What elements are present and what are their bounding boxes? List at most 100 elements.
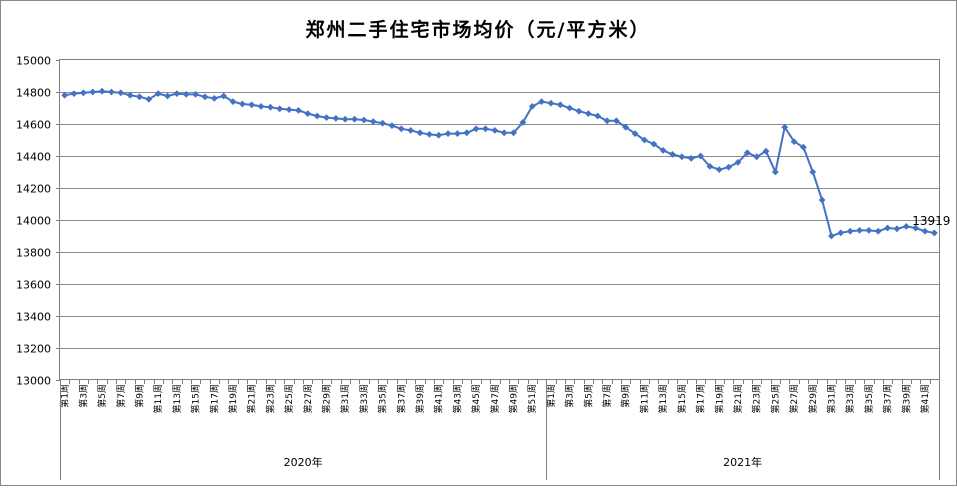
data-point [930,229,938,237]
data-point [248,101,256,109]
chart-title: 郑州二手住宅市场均价（元/平方米） [306,18,651,41]
data-point [491,127,499,134]
data-point [725,163,733,171]
data-point [771,168,779,176]
data-point [603,117,611,125]
x-tick-label: 第13周 [657,384,669,413]
x-tick-label: 第7周 [115,384,127,408]
data-point [856,227,863,234]
x-tick-label: 第9周 [620,384,632,408]
data-point [715,166,723,173]
x-axis: 第1周 第3周 第5周 第7周 第9周 第11周 第13周 第15周 第17周 第19周 第21周第… [59,380,940,480]
data-point [136,93,143,101]
data-point [884,224,891,232]
x-tick-label: 第39周 [414,384,426,413]
data-point [781,123,789,131]
data-point [276,105,284,113]
data-point [435,131,443,139]
data-point [388,122,396,129]
data-point [743,149,751,157]
x-tick-label: 第5周 [582,384,594,408]
y-tick-label: 15000 [16,55,51,68]
data-point [510,129,517,137]
y-axis: 13000 13200 13400 13600 13800 14000 14200 14400… [16,55,60,388]
x-tick-label: 第31周 [339,384,351,413]
data-point [351,115,358,123]
data-point [454,130,461,137]
data-point [238,100,246,108]
data-point [108,88,115,96]
data-point [192,91,199,98]
data-point [697,152,704,160]
data-point [210,95,218,102]
data-point [874,227,882,235]
x-tick-label: 第17周 [695,384,707,413]
data-point [828,232,835,240]
data-point [379,119,387,127]
x-tick-label: 第11周 [152,384,164,413]
y-tick-label: 14400 [16,151,51,164]
data-point [463,129,471,137]
data-point [631,130,639,137]
data-point [547,99,555,107]
x-tick-label: 第21周 [246,384,258,413]
x-tick-label: 第11周 [638,384,650,413]
data-point [416,129,424,137]
data-point [444,130,452,137]
x-tick-label: 第27周 [788,384,800,413]
data-point [145,95,153,103]
data-point [809,168,817,176]
x-tick-label: 第17周 [208,384,220,413]
data-point [341,115,349,123]
data-point [304,110,312,117]
x-tick-label: 第35周 [377,384,389,413]
data-point [912,224,920,232]
x-tick-label: 第23周 [751,384,763,413]
x-group-label: 2020年 [284,455,323,469]
data-point [164,92,171,100]
data-point [173,90,181,97]
data-point [482,125,489,133]
x-tick-label: 第45周 [470,384,482,413]
series-layer [61,87,938,240]
data-point [678,153,686,161]
y-tick-label: 14000 [16,215,51,228]
data-point [612,117,620,125]
data-point [257,103,265,110]
data-point [89,88,97,96]
data-point [641,136,648,144]
data-point [220,92,228,100]
data-point [659,147,667,154]
x-tick-label: 第27周 [302,384,314,413]
x-tick-label: 第3周 [77,384,89,408]
data-point [837,229,845,237]
data-point [575,107,583,115]
x-tick-label: 第19周 [227,384,239,413]
y-tick-label: 14600 [16,119,51,132]
data-point [846,227,854,235]
data-point [500,129,508,137]
data-point [472,125,480,133]
data-point [556,101,564,109]
x-tick-label: 第29周 [321,384,333,413]
x-tick-label: 第25周 [283,384,295,413]
data-point [669,151,676,158]
y-tick-label: 13600 [16,279,51,292]
data-point [538,98,545,105]
data-point [98,87,106,95]
x-tick-label: 第33周 [844,384,856,413]
y-tick-label: 13000 [16,375,51,388]
data-point [650,140,658,148]
data-point [117,89,125,97]
data-point [687,155,695,162]
data-point [800,143,807,151]
x-tick-label: 第15周 [676,384,688,413]
data-point [266,103,274,111]
data-point [528,103,536,110]
x-tick-label: 第47周 [489,384,501,413]
data-point [369,118,377,125]
data-point [126,91,134,99]
data-point [734,159,742,166]
y-tick-label: 14200 [16,183,51,196]
data-label-last: 13919 [912,214,950,228]
